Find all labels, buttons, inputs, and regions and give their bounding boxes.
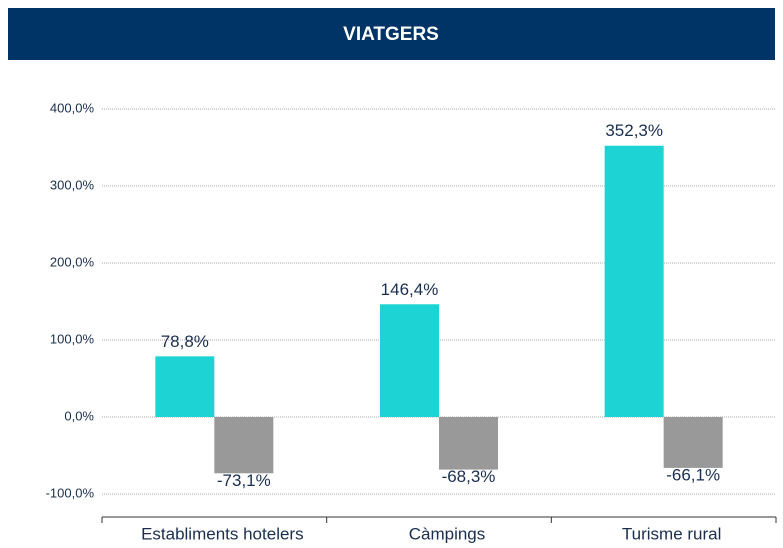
- y-tick-label: 0,0%: [64, 408, 94, 423]
- bar: [604, 145, 664, 417]
- y-tick-label: 100,0%: [50, 331, 95, 346]
- data-label: -68,3%: [442, 467, 496, 486]
- data-label: -73,1%: [217, 471, 271, 490]
- data-label: -66,1%: [666, 465, 720, 484]
- y-tick-label: 300,0%: [50, 177, 95, 192]
- y-tick-label: 200,0%: [50, 254, 95, 269]
- bar: [155, 356, 215, 417]
- y-tick-label: -100,0%: [46, 485, 95, 500]
- chart-title: VIATGERS: [343, 24, 439, 45]
- bar: [439, 417, 498, 470]
- data-label: 78,8%: [161, 332, 209, 351]
- y-tick-label: 400,0%: [50, 100, 95, 115]
- bar: [663, 417, 723, 468]
- title-banner: [8, 8, 775, 60]
- bar: [214, 417, 274, 474]
- bar: [380, 304, 439, 417]
- data-label: 146,4%: [381, 280, 439, 299]
- x-tick-label: Càmpings: [409, 524, 486, 543]
- data-label: 352,3%: [605, 121, 663, 140]
- x-tick-label: Turisme rural: [622, 524, 722, 543]
- x-tick-label: Establiments hotelers: [141, 524, 304, 543]
